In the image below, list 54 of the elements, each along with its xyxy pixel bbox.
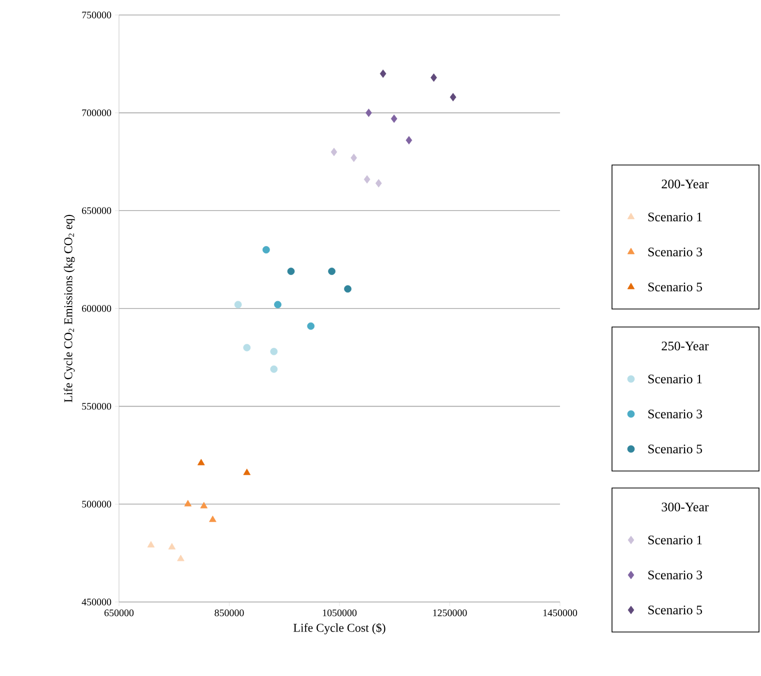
legend-label: Scenario 5	[648, 282, 702, 292]
point	[270, 365, 278, 373]
point	[197, 458, 205, 466]
x-tick-label: 1050000	[322, 610, 357, 616]
point	[328, 268, 336, 275]
text: 200-Year	[662, 180, 709, 188]
point	[209, 516, 216, 522]
point	[287, 268, 295, 275]
point	[375, 179, 382, 188]
point	[364, 175, 370, 184]
y-tick-label: 450000	[82, 598, 112, 606]
legend-label: Scenario 1	[648, 536, 702, 544]
point	[168, 543, 176, 550]
point	[274, 300, 282, 308]
point	[243, 344, 251, 352]
legend-label: Scenario 1	[648, 212, 702, 222]
point	[307, 322, 315, 330]
point	[344, 285, 352, 293]
point	[450, 92, 456, 102]
x-tick-label: 850000	[214, 610, 244, 616]
y-axis-title: Life Cycle CO$_{2}$ Emissions (kg CO$_{2}$ eq)	[64, 214, 75, 402]
legend-label: Scenario 3	[648, 248, 702, 256]
y-tick-label: 700000	[82, 109, 112, 116]
y-tick-label: 650000	[82, 207, 112, 214]
y-tick-label: 750000	[82, 12, 112, 18]
point	[270, 348, 278, 356]
legend-label: Scenario 3	[648, 570, 702, 580]
point	[366, 108, 372, 118]
x-axis-title: Life Cycle Cost ($)	[294, 623, 386, 634]
y-tick-label: 500000	[82, 500, 112, 508]
text: 250-Year	[662, 342, 709, 350]
point	[350, 154, 358, 162]
point	[380, 70, 386, 78]
point	[262, 246, 270, 254]
point	[430, 73, 437, 82]
legend-label: Scenario 3	[648, 410, 702, 418]
legend-label: Scenario 5	[648, 444, 702, 454]
x-tick-label: 1450000	[543, 610, 578, 616]
point	[147, 541, 155, 548]
point	[177, 554, 184, 562]
point	[390, 114, 398, 123]
x-tick-label: 1250000	[433, 610, 467, 616]
point	[406, 136, 412, 144]
legend-label: Scenario 5	[648, 606, 702, 614]
legend-label: Scenario 1	[648, 374, 702, 384]
text: 300-Year	[662, 502, 709, 512]
point	[200, 502, 208, 508]
y-tick-label: 600000	[82, 305, 112, 312]
point	[243, 468, 251, 476]
y-tick-label: 550000	[82, 402, 112, 410]
point	[184, 500, 192, 506]
point	[234, 300, 242, 308]
x-tick-label: 650000	[104, 610, 134, 616]
point	[330, 148, 338, 156]
